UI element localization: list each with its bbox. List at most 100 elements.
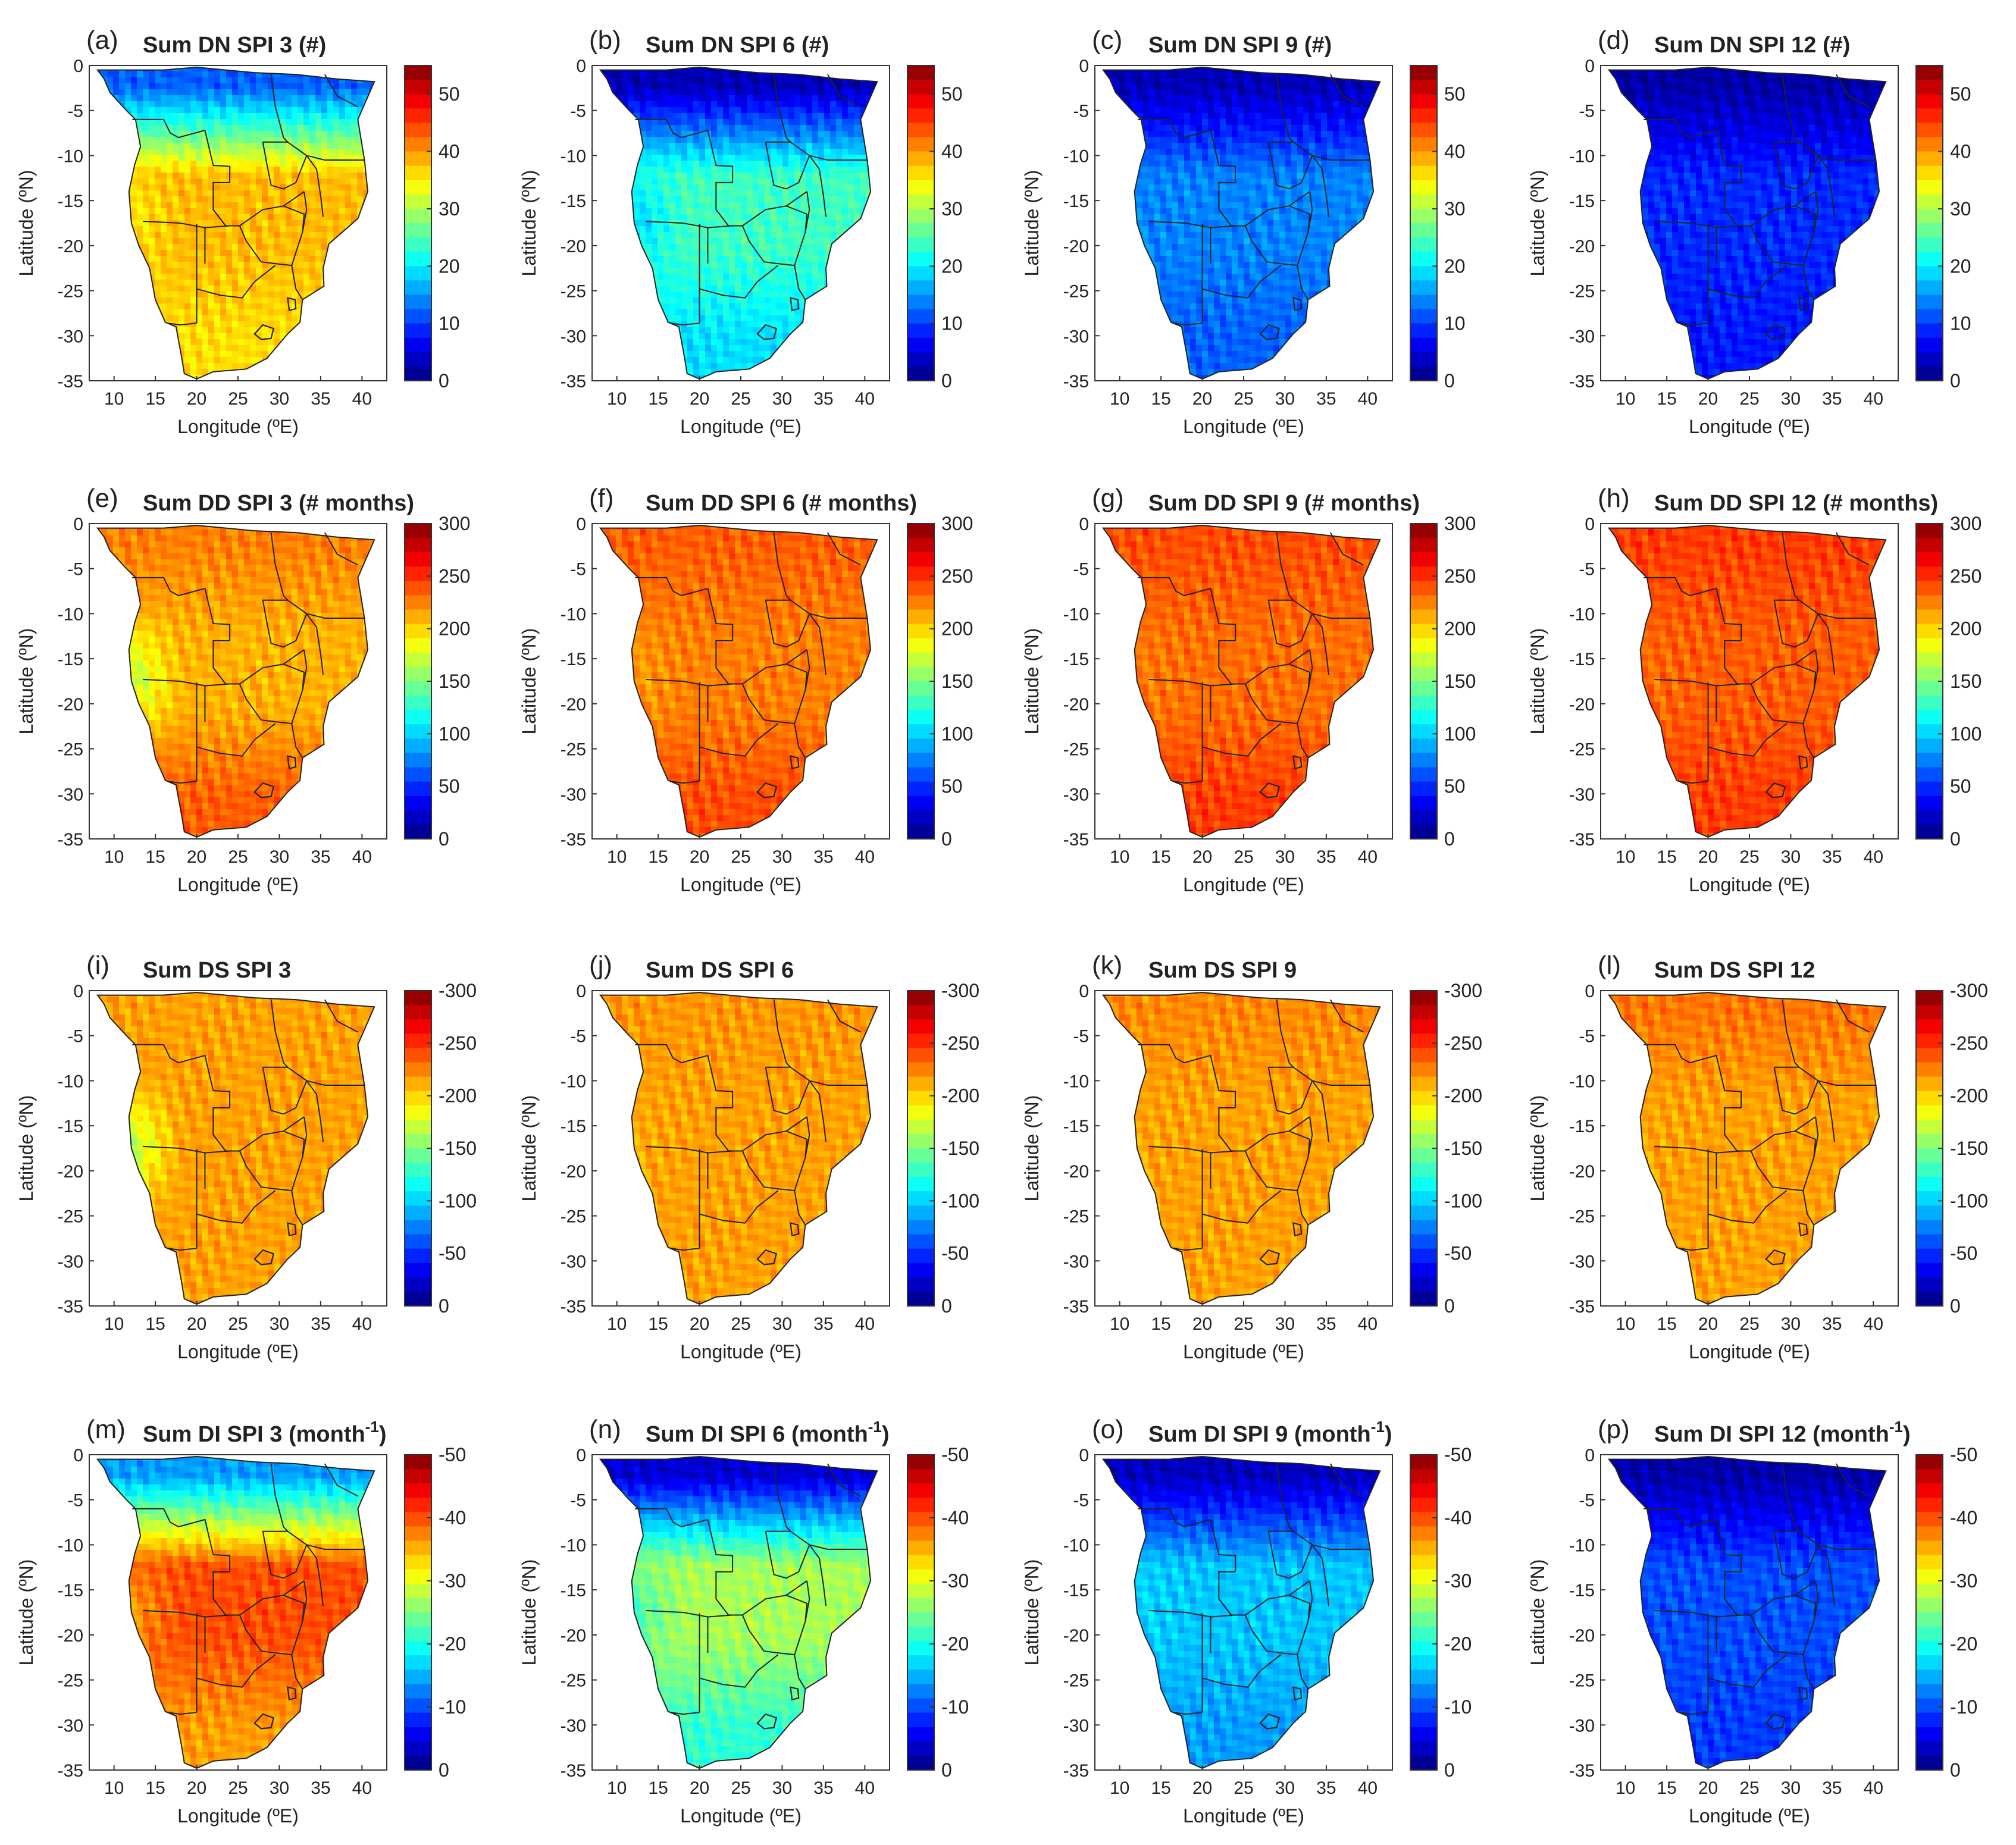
- heat-cell: [274, 351, 280, 358]
- heat-cell: [351, 226, 358, 233]
- heat-cell: [315, 238, 322, 245]
- heat-cell: [244, 327, 251, 334]
- heat-cell: [765, 315, 771, 322]
- heat-cell: [765, 256, 771, 262]
- heat-cell: [167, 161, 173, 167]
- heat-cell: [782, 173, 789, 179]
- heat-cell: [842, 214, 849, 221]
- heat-cell: [292, 333, 298, 340]
- country-border: [302, 191, 308, 233]
- heat-cell: [878, 143, 884, 149]
- heat-cell: [610, 149, 616, 155]
- heat-cell: [363, 363, 370, 369]
- heat-cell: [592, 226, 599, 233]
- heat-cell: [226, 268, 233, 274]
- heat-cell: [97, 232, 102, 239]
- heat-cell: [262, 95, 268, 102]
- heat-cell: [693, 155, 700, 161]
- heat-cell: [161, 83, 167, 90]
- heat-cell: [616, 315, 622, 322]
- heat-cell: [250, 250, 256, 256]
- heat-cell: [705, 173, 712, 179]
- heat-cell: [794, 131, 801, 137]
- heat-cell: [800, 143, 807, 149]
- heat-cell: [652, 238, 658, 245]
- heat-cell: [268, 208, 274, 215]
- heat-cell: [97, 155, 102, 161]
- heat-cell: [699, 262, 706, 268]
- heat-cell: [238, 339, 245, 346]
- heat-cell: [250, 303, 256, 310]
- heat-cell: [220, 131, 227, 137]
- heat-cell: [179, 89, 185, 96]
- heat-cell: [369, 345, 375, 352]
- heat-cell: [375, 214, 381, 221]
- heat-cell: [387, 256, 393, 262]
- heat-cell: [125, 369, 132, 375]
- heat-cell: [646, 220, 652, 227]
- heat-cell: [604, 131, 611, 137]
- heat-cell: [89, 315, 96, 322]
- heat-cell: [628, 315, 634, 322]
- heat-cell: [190, 202, 197, 209]
- heat-cell: [788, 113, 795, 120]
- heat-cell: [878, 244, 884, 250]
- heat-cell: [351, 297, 358, 304]
- heat-cell: [250, 274, 256, 280]
- heat-cell: [765, 67, 771, 72]
- heat-cell: [244, 155, 251, 161]
- heat-cell: [89, 339, 96, 346]
- heat-cell: [717, 101, 724, 108]
- heat-cell: [753, 125, 759, 131]
- heat-cell: [622, 167, 628, 173]
- heat-cell: [363, 67, 370, 72]
- heat-cell: [616, 95, 622, 102]
- heat-cell: [652, 131, 658, 137]
- heat-cell: [226, 244, 233, 250]
- heat-cell: [149, 309, 155, 316]
- heat-cell: [610, 125, 616, 131]
- colorbar-tick-label: 50: [439, 83, 460, 105]
- heat-cell: [179, 113, 185, 120]
- heat-cell: [143, 292, 149, 298]
- heat-cell: [375, 244, 381, 250]
- heat-cell: [890, 173, 896, 179]
- heat-cell: [600, 173, 605, 179]
- heat-cell: [119, 214, 126, 221]
- heat-cell: [345, 89, 352, 96]
- heat-cell: [872, 226, 878, 233]
- heat-cell: [830, 119, 837, 126]
- heat-cell: [622, 95, 628, 102]
- heat-cell: [351, 167, 358, 173]
- heat-cell: [321, 363, 328, 369]
- heat-cell: [387, 303, 393, 310]
- heat-cell: [854, 125, 860, 131]
- heat-cell: [119, 161, 126, 167]
- heat-cell: [765, 190, 771, 197]
- heat-cell: [717, 173, 724, 179]
- heat-cell: [292, 125, 298, 131]
- heat-cell: [777, 149, 783, 155]
- heat-cell: [268, 238, 274, 245]
- heat-cell: [345, 214, 352, 221]
- heat-cell: [113, 327, 120, 334]
- heat-cell: [687, 309, 694, 316]
- heat-cell: [184, 178, 191, 185]
- heat-cell: [280, 226, 286, 233]
- heat-cell: [262, 351, 268, 358]
- heat-cell: [788, 143, 795, 149]
- heat-cell: [119, 345, 126, 352]
- heat-cell: [765, 143, 771, 149]
- heat-cell: [315, 321, 322, 328]
- heat-cell: [327, 131, 334, 137]
- heat-cell: [333, 256, 340, 262]
- heat-cell: [131, 67, 137, 72]
- heat-cell: [321, 113, 328, 120]
- heat-cell: [687, 238, 694, 245]
- heat-cell: [890, 280, 896, 286]
- heat-cell: [604, 178, 611, 185]
- heat-cell: [327, 327, 334, 334]
- heat-cell: [363, 244, 370, 250]
- heat-cell: [735, 190, 741, 197]
- heat-cell: [226, 292, 233, 298]
